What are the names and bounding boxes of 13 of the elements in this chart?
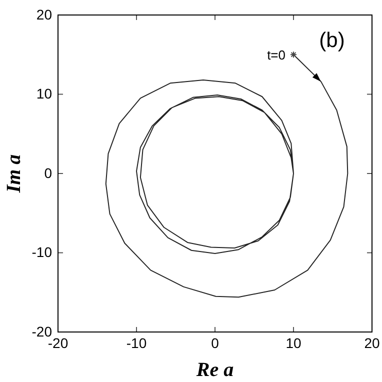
x-tick-label: 0	[211, 334, 220, 351]
x-tick-label: 20	[364, 334, 380, 351]
y-tick-label: 20	[36, 6, 52, 22]
annotation: t=0	[267, 48, 286, 63]
x-tick-label: -10	[126, 334, 147, 351]
y-tick-label: -10	[32, 244, 52, 260]
y-axis-title: Im a	[3, 154, 25, 194]
x-axis-title: Re a	[195, 359, 234, 381]
x-tick-label: 10	[286, 334, 302, 351]
y-tick-label: -20	[32, 323, 52, 340]
y-tick-label: 10	[36, 86, 52, 102]
annotation: (b)	[319, 29, 345, 52]
y-tick-label: 0	[44, 164, 52, 181]
